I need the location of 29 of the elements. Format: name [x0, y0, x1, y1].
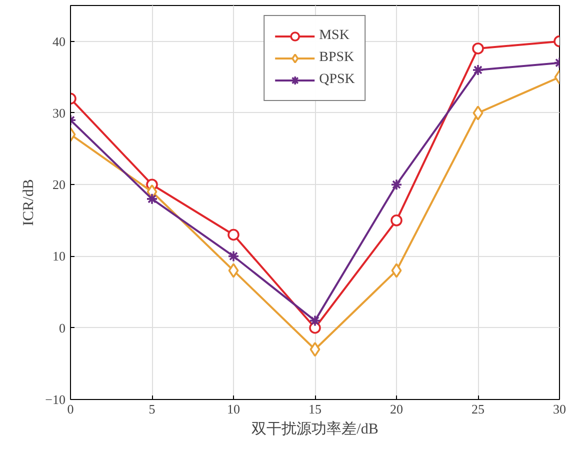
point [472, 42, 484, 54]
point [472, 106, 484, 120]
y-tick-label: 10 [52, 248, 66, 264]
point [390, 178, 402, 190]
point [310, 342, 320, 357]
legend-label: BPSK [319, 50, 354, 66]
point [390, 214, 402, 226]
x-tick-label: 30 [553, 402, 566, 416]
point [228, 250, 240, 262]
y-tick-label: 0 [59, 320, 66, 336]
point [228, 263, 239, 278]
legend-label: QPSK [319, 72, 355, 88]
y-tick-label: 30 [52, 105, 66, 120]
legend-label: MSK [319, 28, 350, 44]
point [391, 263, 402, 278]
y-tick-label: 20 [52, 177, 66, 192]
x-tick-label: 10 [227, 402, 240, 416]
x-tick-label: 20 [390, 402, 403, 416]
point [228, 228, 240, 241]
x-axis-title: 双干扰源功率差/dB [252, 420, 378, 438]
x-tick-label: 5 [148, 402, 156, 416]
point [146, 193, 158, 205]
point [309, 314, 321, 327]
x-tick-label: 25 [472, 402, 484, 416]
point [472, 64, 484, 76]
y-tick-label: 40 [52, 34, 66, 49]
x-tick-label: 15 [308, 402, 322, 416]
y-tick-label: −10 [45, 392, 66, 407]
y-axis-title: ICR/dB [21, 179, 38, 226]
